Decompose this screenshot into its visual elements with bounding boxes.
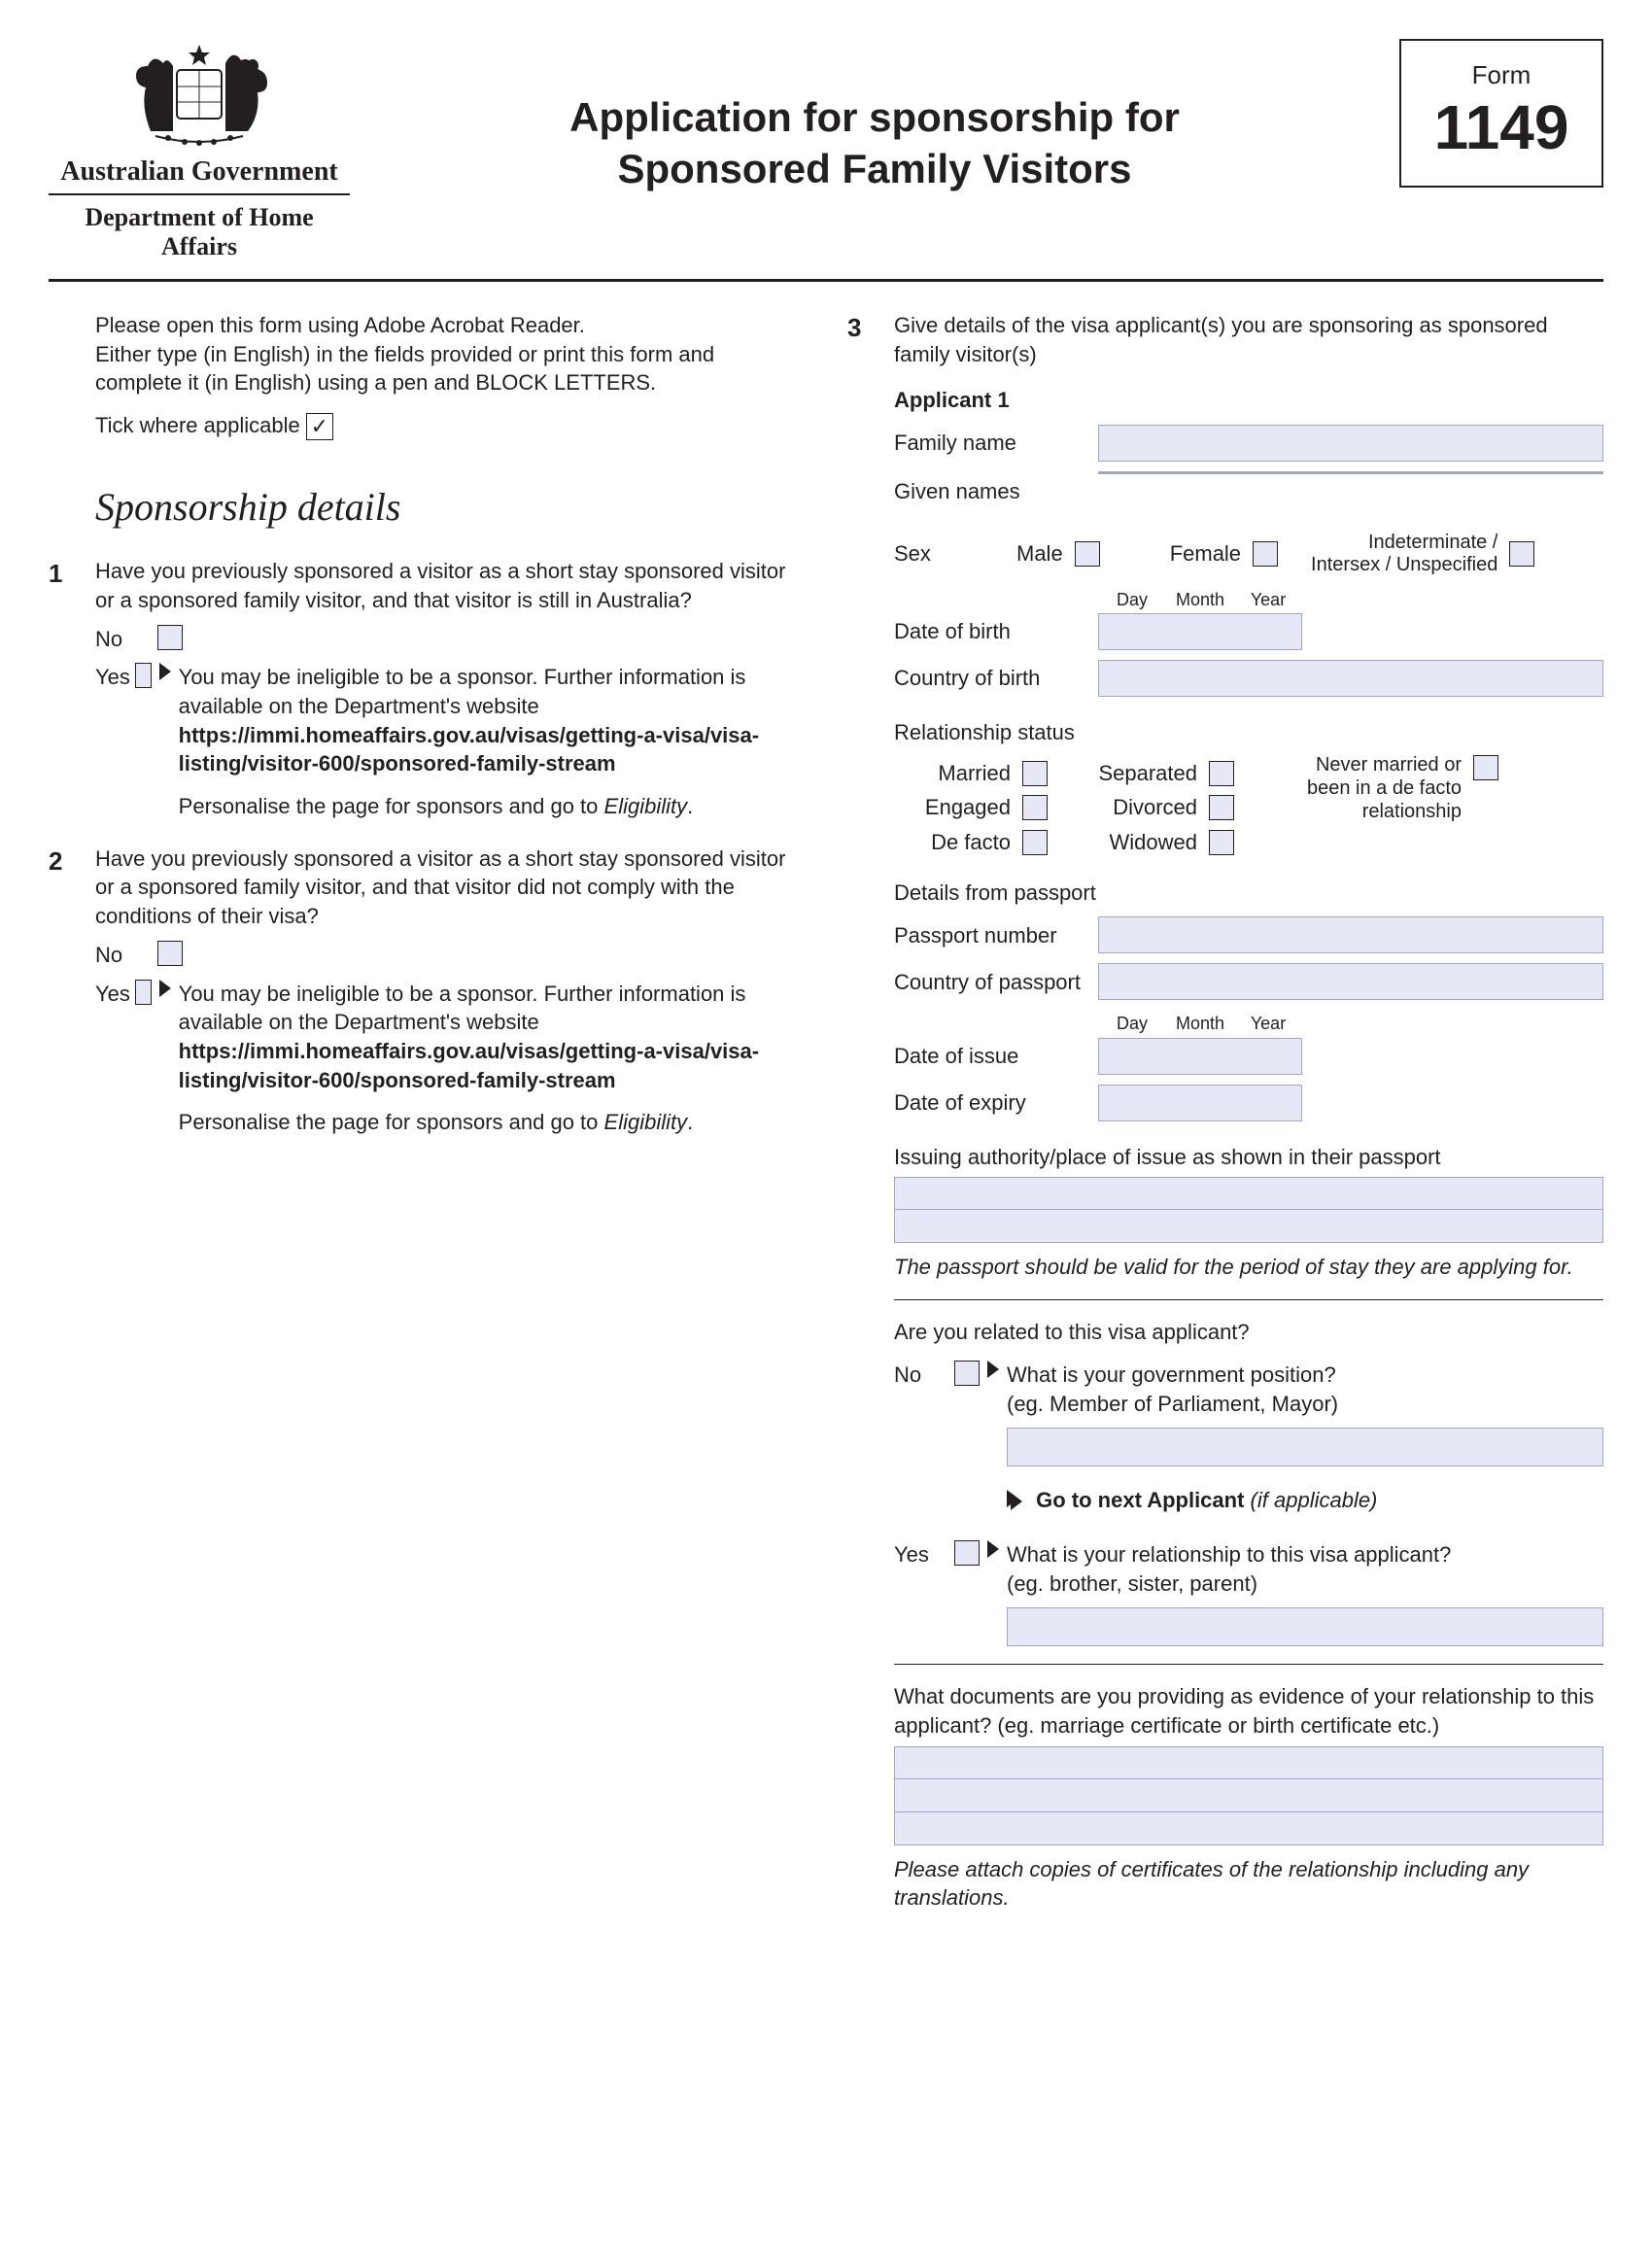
issuing-auth-label: Issuing authority/place of issue as show… — [894, 1143, 1603, 1172]
relationship-status-grid: Married Engaged De facto Separated Divor… — [894, 753, 1603, 857]
form-number: 1149 — [1411, 96, 1592, 158]
dept-name: Department of Home Affairs — [49, 203, 350, 261]
passport-validity-note: The passport should be valid for the per… — [894, 1253, 1603, 1282]
divider — [894, 1664, 1603, 1665]
rel-engaged-checkbox[interactable] — [1022, 795, 1048, 820]
goto-next-applicant: Go to next Applicant (if applicable) — [1007, 1486, 1603, 1515]
intro-text: Please open this form using Adobe Acroba… — [95, 311, 805, 440]
related-q: Are you related to this visa applicant? — [894, 1318, 1603, 1347]
divider — [894, 1299, 1603, 1300]
check-icon: ✓ — [306, 413, 333, 440]
section-title: Sponsorship details — [95, 481, 805, 534]
coat-of-arms-icon — [107, 39, 292, 146]
arrow-icon — [987, 1540, 999, 1558]
header: Australian Government Department of Home… — [49, 39, 1603, 282]
docs-input-3[interactable] — [894, 1812, 1603, 1845]
q3-text: Give details of the visa applicant(s) yo… — [894, 311, 1603, 368]
question-3: 3 Give details of the visa applicant(s) … — [847, 311, 1603, 1913]
issuing-auth-input-1[interactable] — [894, 1177, 1603, 1210]
q1-no-checkbox[interactable] — [157, 625, 183, 650]
tick-instruction: Tick where applicable ✓ — [95, 411, 805, 440]
question-2: 2 Have you previously sponsored a visito… — [49, 845, 805, 1137]
relationship-input[interactable] — [1007, 1607, 1603, 1646]
left-column: Please open this form using Adobe Acroba… — [49, 311, 805, 1913]
right-column: 3 Give details of the visa applicant(s) … — [847, 311, 1603, 1913]
form-title: Application for sponsorship for Sponsore… — [350, 92, 1399, 194]
q2-no-checkbox[interactable] — [157, 941, 183, 966]
q2-yes-checkbox[interactable] — [135, 980, 152, 1005]
applicant-heading: Applicant 1 — [894, 386, 1603, 415]
country-birth-input[interactable] — [1098, 660, 1603, 697]
rel-never-checkbox[interactable] — [1473, 755, 1498, 780]
rel-married-checkbox[interactable] — [1022, 761, 1048, 786]
docs-q: What documents are you providing as evid… — [894, 1682, 1603, 1740]
q1-yes-checkbox[interactable] — [135, 663, 152, 688]
relationship-status-label: Relationship status — [894, 718, 1603, 747]
form-number-label: Form — [1411, 60, 1592, 90]
sex-female-checkbox[interactable] — [1253, 541, 1278, 567]
rel-defacto-checkbox[interactable] — [1022, 830, 1048, 855]
family-name-input[interactable] — [1098, 425, 1603, 462]
related-yes-checkbox[interactable] — [954, 1540, 980, 1566]
rel-separated-checkbox[interactable] — [1209, 761, 1234, 786]
rel-widowed-checkbox[interactable] — [1209, 830, 1234, 855]
dob-input[interactable] — [1098, 613, 1302, 650]
sex-indeterminate-checkbox[interactable] — [1509, 541, 1534, 567]
title-block: Application for sponsorship for Sponsore… — [350, 39, 1399, 194]
date-expiry-input[interactable] — [1098, 1085, 1302, 1121]
passport-details-label: Details from passport — [894, 879, 1603, 908]
q2-url: https://immi.homeaffairs.gov.au/visas/ge… — [179, 1039, 759, 1092]
form-number-box: Form 1149 — [1399, 39, 1603, 188]
date-issue-input[interactable] — [1098, 1038, 1302, 1075]
sex-row: Sex Male Female Indeterminate /Intersex … — [894, 532, 1603, 576]
form-page: Australian Government Department of Home… — [0, 0, 1652, 1971]
question-1: 1 Have you previously sponsored a visito… — [49, 557, 805, 821]
arrow-icon — [159, 663, 171, 680]
gov-position-input[interactable] — [1007, 1428, 1603, 1466]
issuing-auth-input-2[interactable] — [894, 1210, 1603, 1243]
q1-url: https://immi.homeaffairs.gov.au/visas/ge… — [179, 723, 759, 776]
docs-input-1[interactable] — [894, 1746, 1603, 1779]
arrow-icon — [159, 980, 171, 997]
crest-block: Australian Government Department of Home… — [49, 39, 350, 261]
passport-number-input[interactable] — [1098, 916, 1603, 953]
related-no-checkbox[interactable] — [954, 1361, 980, 1386]
q1-text: Have you previously sponsored a visitor … — [95, 557, 805, 614]
q2-text: Have you previously sponsored a visitor … — [95, 845, 805, 931]
country-passport-input[interactable] — [1098, 963, 1603, 1000]
rel-divorced-checkbox[interactable] — [1209, 795, 1234, 820]
docs-input-2[interactable] — [894, 1779, 1603, 1812]
arrow-icon — [987, 1361, 999, 1378]
sex-male-checkbox[interactable] — [1075, 541, 1100, 567]
attach-note: Please attach copies of certificates of … — [894, 1855, 1603, 1913]
gov-name: Australian Government — [49, 156, 350, 195]
given-names-input-2[interactable] — [1098, 473, 1603, 474]
